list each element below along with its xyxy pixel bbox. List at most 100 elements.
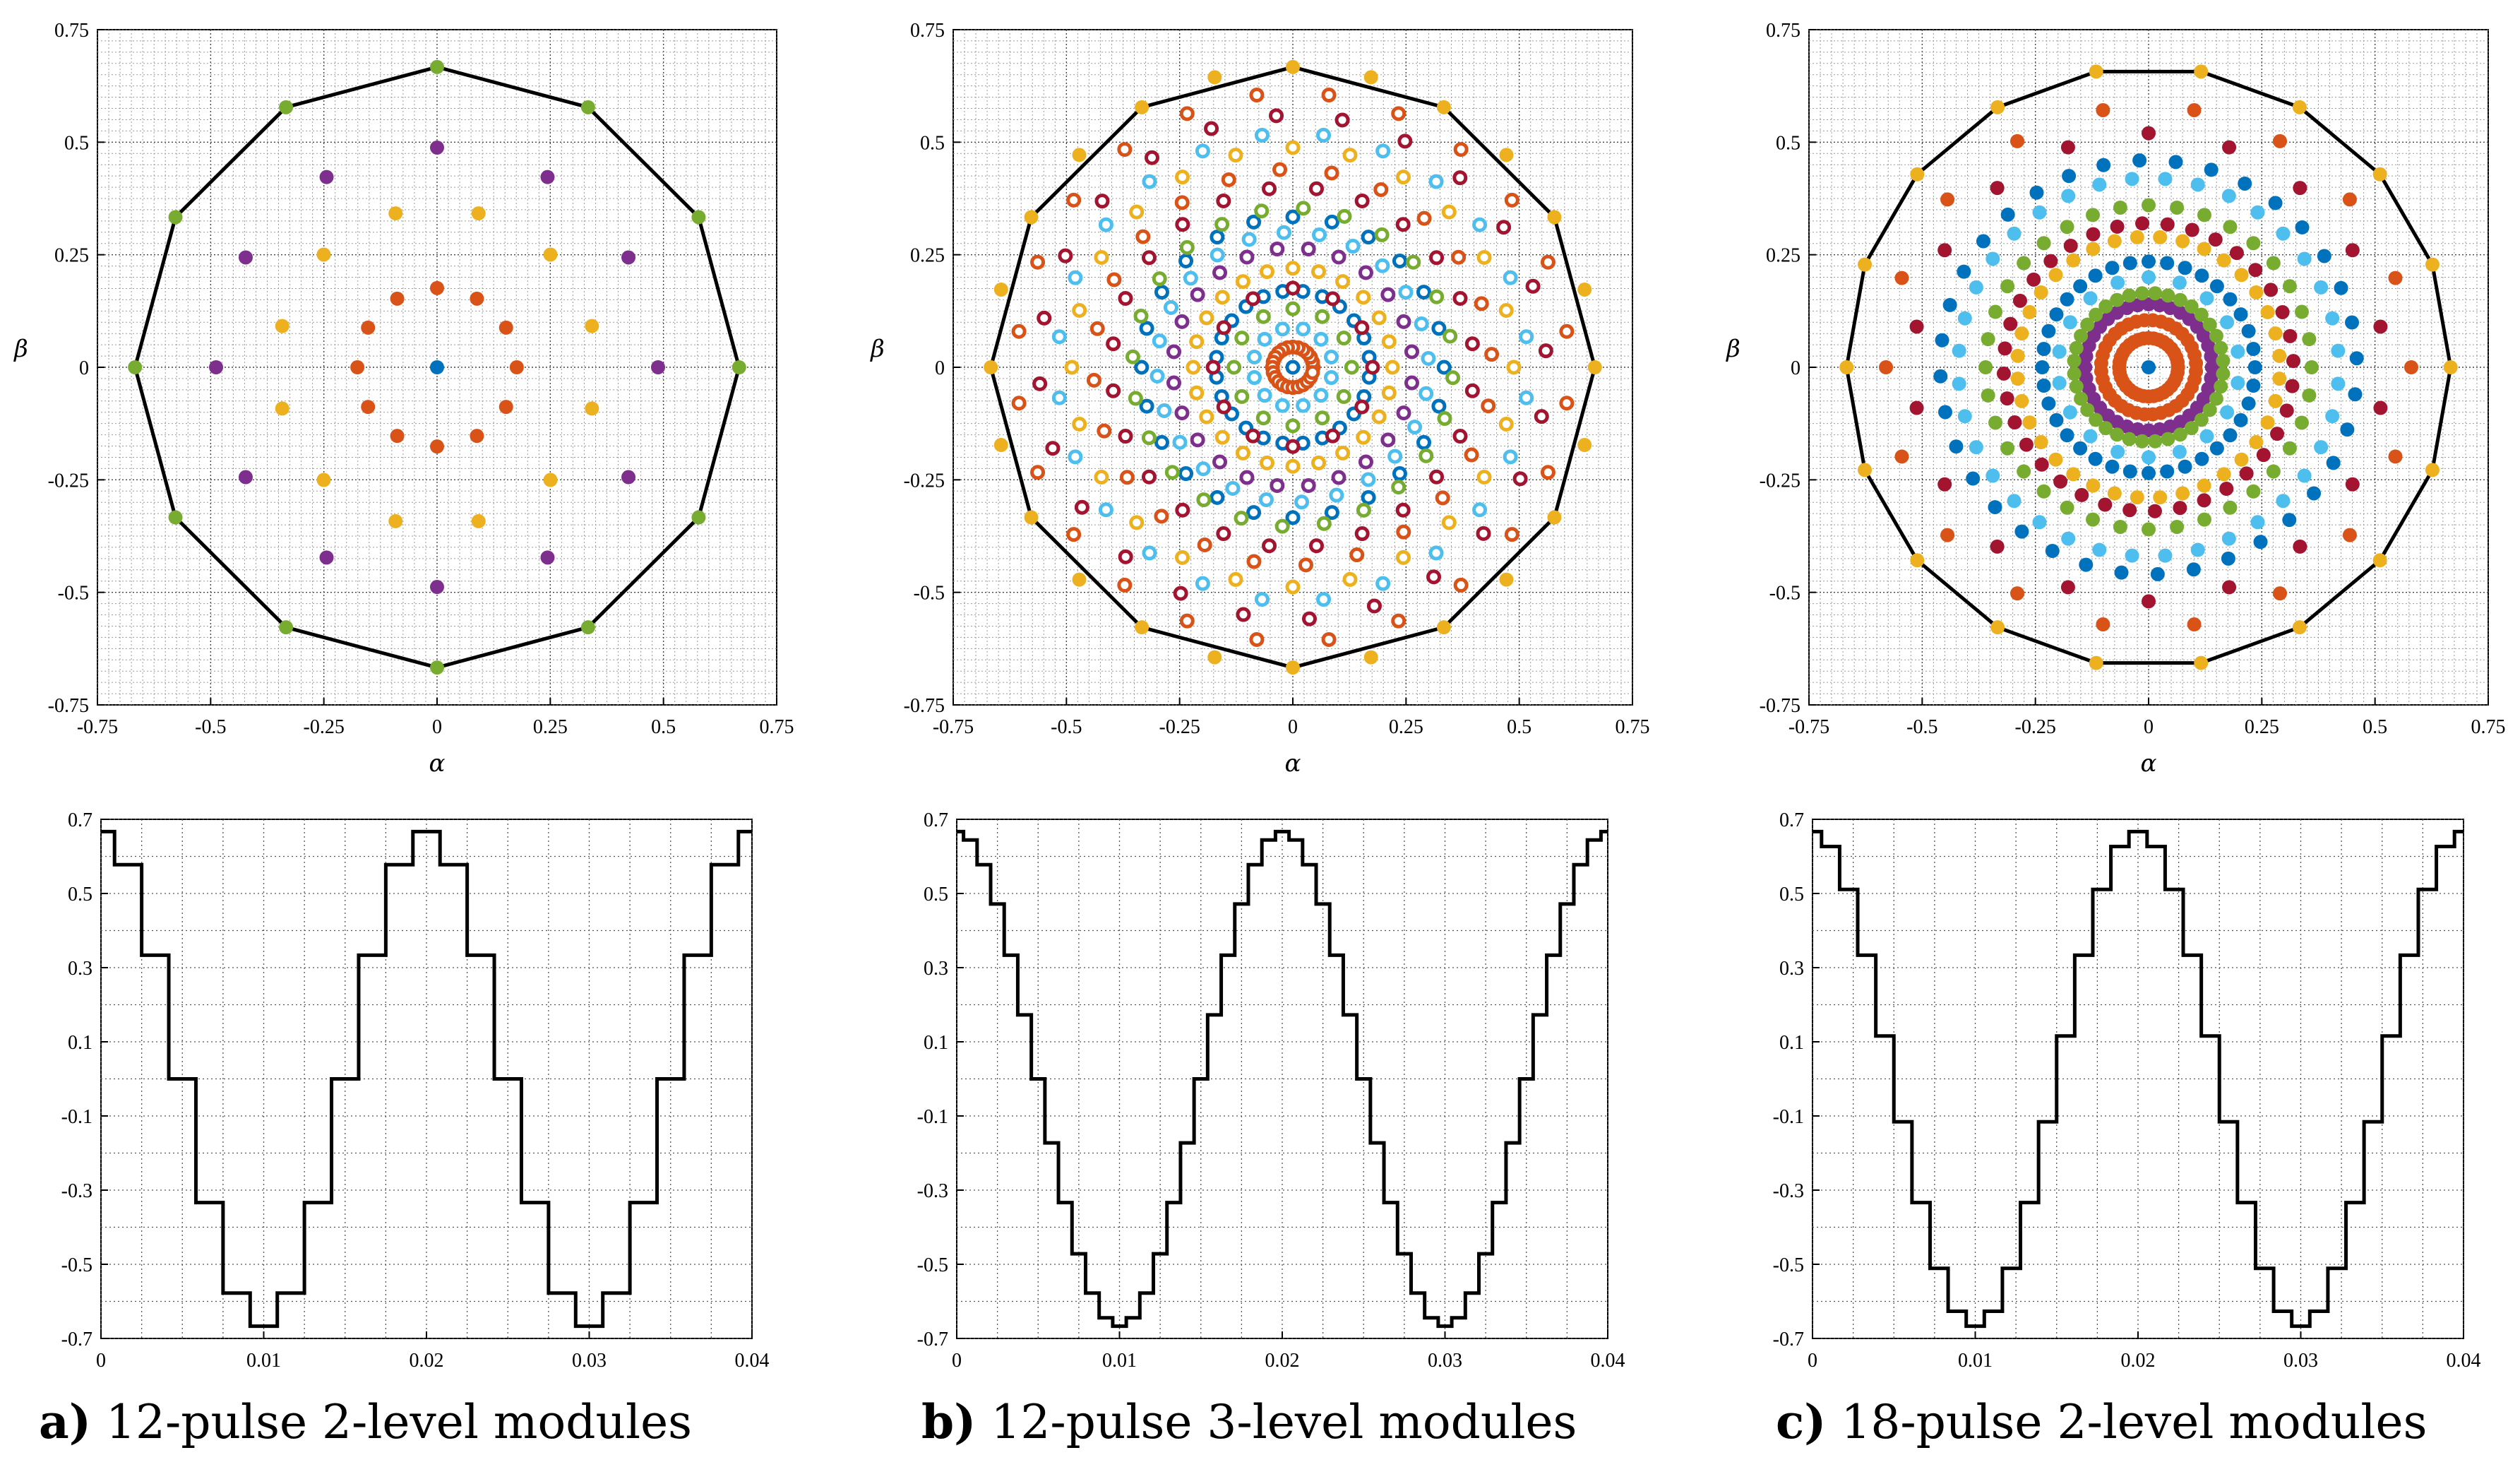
vector-point [2142, 450, 2156, 465]
x-tick-label: 0.01 [1958, 1350, 1993, 1372]
vector-point [2113, 519, 2127, 534]
vector-point [2089, 412, 2103, 427]
vector-point [1988, 500, 2002, 515]
vector-point [1225, 480, 1241, 496]
vector-point [2125, 172, 2139, 186]
y-tick-label: -0.5 [58, 583, 89, 605]
vector-point [1858, 257, 1873, 272]
vector-point [1356, 429, 1371, 445]
vector-point [1381, 385, 1397, 400]
vector-point [1312, 227, 1327, 242]
vector-point [2098, 421, 2113, 436]
y-tick-label: 0.5 [920, 132, 945, 154]
vector-point [1262, 538, 1277, 554]
vector-point [1308, 181, 1324, 196]
x-ticks-b: -0.75 -0.5 -0.25 0 0.25 0.5 0.75 [933, 698, 1650, 738]
vector-point [2345, 315, 2360, 330]
vector-point [2010, 348, 2025, 363]
vector-point [279, 620, 294, 635]
vector-point [1879, 360, 1894, 374]
vector-point [1354, 320, 1370, 335]
vector-point [2049, 307, 2064, 322]
vector-point [2066, 467, 2081, 482]
y-tick-label: -0.3 [61, 1180, 92, 1202]
vector-point [1858, 463, 1873, 477]
vector-point [2142, 522, 2156, 537]
vector-point [1216, 526, 1231, 542]
vector-point [1024, 210, 1039, 225]
vector-point [2314, 280, 2329, 295]
x-tick-label: 0.5 [1507, 716, 1531, 738]
vector-point [238, 250, 253, 265]
vector-point [2246, 484, 2261, 499]
vector-point [2045, 544, 2060, 559]
vector-point [1503, 449, 1518, 465]
vector-point [1030, 465, 1046, 480]
vector-point [1072, 303, 1087, 319]
vector-point [1135, 100, 1149, 114]
vector-point [2052, 344, 2067, 359]
y-tick-label: -0.1 [61, 1106, 92, 1128]
vector-point [2110, 219, 2125, 234]
vector-point [2052, 376, 2067, 391]
vector-point [1498, 416, 1514, 432]
x-axis-label-c: α [2141, 749, 2157, 778]
vector-point [1547, 210, 1562, 225]
vector-point [2105, 459, 2120, 474]
vector-point [1559, 323, 1575, 339]
vector-point [1058, 248, 1073, 263]
vector-point [2082, 338, 2096, 353]
vector-point [1135, 229, 1151, 244]
vector-point [2049, 412, 2064, 427]
vector-point [2325, 311, 2340, 326]
vector-point [2184, 299, 2199, 314]
vector-point [2113, 201, 2127, 215]
vector-point [1118, 549, 1133, 564]
vector-point [2088, 451, 2103, 466]
vector-point [2372, 553, 2387, 568]
scatter-plot-a: -0.75 -0.5 -0.25 0 0.25 0.5 0.75 0.750.50.250-… [13, 20, 794, 778]
vector-point [1313, 331, 1329, 347]
vector-point [2142, 360, 2156, 374]
vector-point [1235, 445, 1250, 461]
vector-point [2292, 100, 2307, 114]
vector-point [1301, 477, 1316, 493]
vector-point [1144, 150, 1159, 165]
vector-point [2272, 372, 2287, 386]
y-axis-label-a: β [13, 335, 28, 363]
y-tick-label: 0.25 [54, 245, 89, 267]
x-tick-label: -0.25 [1159, 716, 1200, 738]
vector-point [1315, 410, 1330, 426]
vector-point [1117, 577, 1133, 593]
vector-point [2282, 441, 2297, 456]
y-tick-label: 0.75 [54, 20, 89, 42]
vector-point [1952, 343, 1966, 358]
vector-point [1174, 405, 1190, 421]
y-tick-label: 0.5 [1779, 884, 1804, 905]
vector-point [1285, 418, 1301, 434]
vector-point [1166, 344, 1182, 360]
vector-point [1097, 423, 1112, 439]
x-tick-label: 0.04 [735, 1350, 770, 1372]
vector-point [1453, 142, 1469, 158]
x-tick-label: 0.5 [2363, 716, 2387, 738]
vector-point [1345, 239, 1361, 254]
vector-point [430, 660, 444, 675]
vector-point [580, 620, 595, 635]
vector-point [1547, 510, 1562, 525]
vector-point [430, 140, 444, 155]
vector-point [2135, 216, 2150, 231]
y-tick-label: -0.75 [904, 695, 945, 717]
y-tick-label: 0.25 [910, 245, 945, 267]
vector-point [2000, 441, 2015, 456]
vector-point [1246, 370, 1262, 386]
caption-text-b: 12-pulse 3-level modules [976, 1395, 1577, 1449]
vector-point [1988, 304, 2003, 319]
vector-point [1429, 289, 1445, 304]
vector-point [1361, 489, 1376, 505]
vector-point [1117, 142, 1133, 158]
vector-point [2142, 254, 2156, 269]
vector-point [430, 360, 444, 374]
vector-point [1175, 170, 1190, 185]
vector-point [275, 319, 289, 333]
